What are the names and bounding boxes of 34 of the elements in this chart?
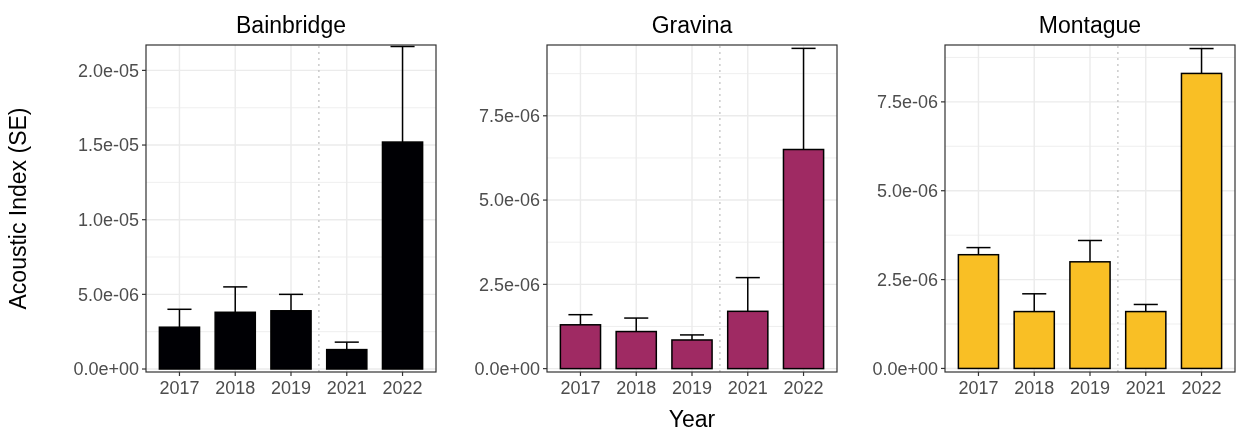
x-tick-label: 2018 — [1014, 378, 1055, 398]
y-tick-label: 0.0e+00 — [474, 358, 540, 379]
x-tick-label: 2019 — [270, 378, 312, 398]
y-axis-title: Acoustic Index (SE) — [5, 107, 31, 310]
y-tick-label: 7.5e-06 — [876, 92, 938, 113]
x-tick-label: 2022 — [783, 378, 824, 398]
x-tick-label: 2022 — [382, 378, 423, 398]
x-tick-label: 2021 — [326, 378, 367, 398]
x-tick-label: 2018 — [215, 378, 256, 398]
y-tick-label: 2.5e-06 — [478, 274, 540, 295]
x-tick-label: 2017 — [958, 378, 999, 398]
x-tick-label: 2017 — [560, 378, 601, 398]
x-tick-label: 2017 — [159, 378, 200, 398]
y-tick-label: 0.0e+00 — [73, 359, 139, 380]
y-tick-label: 2.5e-06 — [876, 269, 938, 290]
y-tick-label: 7.5e-06 — [478, 106, 540, 127]
chart-title: Bainbridge — [236, 12, 346, 38]
x-tick-label: 2019 — [1069, 378, 1111, 398]
x-tick-label: 2021 — [727, 378, 768, 398]
y-tick-label: 1.5e-05 — [77, 135, 139, 156]
chart-title: Montague — [1038, 12, 1142, 38]
y-tick-label: 5.0e-06 — [478, 190, 540, 211]
bar — [671, 339, 713, 370]
chart-title: Gravina — [651, 12, 733, 38]
x-tick-label: 2022 — [1181, 378, 1222, 398]
x-tick-label: 2019 — [671, 378, 713, 398]
y-tick-label: 5.0e-06 — [876, 181, 938, 202]
x-axis-title: Year — [668, 406, 716, 432]
y-tick-label: 2.0e-05 — [77, 60, 139, 81]
y-tick-label: 0.0e+00 — [872, 358, 938, 379]
y-tick-label: 1.0e-05 — [77, 210, 139, 230]
x-tick-label: 2018 — [616, 378, 657, 398]
x-tick-label: 2021 — [1125, 378, 1166, 398]
y-tick-label: 5.0e-06 — [77, 284, 139, 305]
